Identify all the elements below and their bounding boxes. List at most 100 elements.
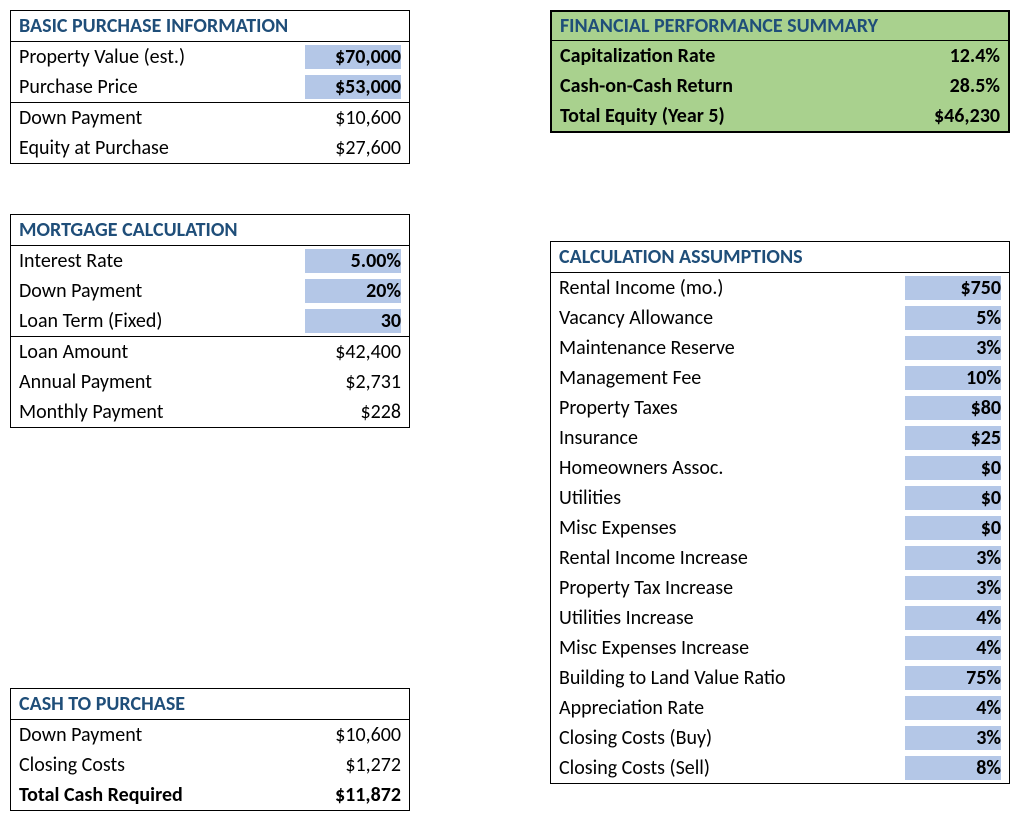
row-label: Closing Costs (Buy) bbox=[559, 726, 905, 750]
row-value[interactable]: 10% bbox=[905, 366, 1001, 390]
table-row: Down Payment $10,600 bbox=[11, 102, 409, 133]
mortgage-header: MORTGAGE CALCULATION bbox=[11, 215, 409, 246]
row-label: Rental Income Increase bbox=[559, 546, 905, 570]
row-value[interactable]: 20% bbox=[305, 279, 401, 303]
right-column: FINANCIAL PERFORMANCE SUMMARY Capitaliza… bbox=[550, 10, 1010, 811]
row-value: $2,731 bbox=[305, 370, 401, 394]
row-value[interactable]: 3% bbox=[905, 726, 1001, 750]
row-label: Property Value (est.) bbox=[19, 45, 305, 69]
cash-header: CASH TO PURCHASE bbox=[11, 689, 409, 720]
table-row: Property Taxes$80 bbox=[551, 393, 1009, 423]
section-title: CALCULATION ASSUMPTIONS bbox=[559, 245, 803, 269]
table-row: Cash-on-Cash Return 28.5% bbox=[552, 71, 1008, 101]
table-row: Misc Expenses$0 bbox=[551, 513, 1009, 543]
basic-purchase-header: BASIC PURCHASE INFORMATION bbox=[11, 11, 409, 42]
assumptions-box: CALCULATION ASSUMPTIONS Rental Income (m… bbox=[550, 241, 1010, 784]
row-label: Homeowners Assoc. bbox=[559, 456, 905, 480]
section-title: BASIC PURCHASE INFORMATION bbox=[19, 14, 288, 38]
row-label: Closing Costs (Sell) bbox=[559, 756, 905, 780]
table-row: Interest Rate 5.00% bbox=[11, 246, 409, 276]
table-row: Maintenance Reserve3% bbox=[551, 333, 1009, 363]
row-value[interactable]: $25 bbox=[905, 426, 1001, 450]
table-row: Rental Income Increase3% bbox=[551, 543, 1009, 573]
cash-to-purchase-box: CASH TO PURCHASE Down Payment $10,600 Cl… bbox=[10, 688, 410, 811]
row-value[interactable]: 4% bbox=[905, 696, 1001, 720]
row-label: Appreciation Rate bbox=[559, 696, 905, 720]
row-value: $27,600 bbox=[305, 136, 401, 160]
row-label: Insurance bbox=[559, 426, 905, 450]
table-row: Total Equity (Year 5) $46,230 bbox=[552, 101, 1008, 131]
row-value: 28.5% bbox=[950, 74, 1000, 98]
row-value[interactable]: 3% bbox=[905, 336, 1001, 360]
table-row: Closing Costs (Sell)8% bbox=[551, 753, 1009, 783]
table-row: Appreciation Rate4% bbox=[551, 693, 1009, 723]
row-label: Interest Rate bbox=[19, 249, 305, 273]
row-label: Closing Costs bbox=[19, 753, 305, 777]
row-label: Down Payment bbox=[19, 279, 305, 303]
row-label: Monthly Payment bbox=[19, 400, 305, 424]
assumptions-header: CALCULATION ASSUMPTIONS bbox=[551, 242, 1009, 273]
row-value: $46,230 bbox=[934, 104, 1000, 128]
table-row: Down Payment $10,600 bbox=[11, 720, 409, 750]
row-label: Property Tax Increase bbox=[559, 576, 905, 600]
row-label: Total Equity (Year 5) bbox=[560, 104, 725, 128]
row-label: Loan Term (Fixed) bbox=[19, 309, 305, 333]
row-value: $10,600 bbox=[305, 723, 401, 747]
row-value[interactable]: 4% bbox=[905, 636, 1001, 660]
row-value: $1,272 bbox=[305, 753, 401, 777]
row-value[interactable]: 5% bbox=[905, 306, 1001, 330]
row-label: Annual Payment bbox=[19, 370, 305, 394]
row-label: Total Cash Required bbox=[19, 783, 305, 807]
financial-summary-box: FINANCIAL PERFORMANCE SUMMARY Capitaliza… bbox=[550, 10, 1010, 133]
table-row: Rental Income (mo.)$750 bbox=[551, 273, 1009, 303]
row-value[interactable]: 4% bbox=[905, 606, 1001, 630]
row-value[interactable]: 3% bbox=[905, 546, 1001, 570]
row-value[interactable]: $0 bbox=[905, 516, 1001, 540]
row-label: Purchase Price bbox=[19, 75, 305, 99]
section-title: CASH TO PURCHASE bbox=[19, 692, 185, 716]
row-label: Capitalization Rate bbox=[560, 44, 715, 68]
row-label: Down Payment bbox=[19, 106, 305, 130]
row-value[interactable]: 5.00% bbox=[305, 249, 401, 273]
row-value[interactable]: 75% bbox=[905, 666, 1001, 690]
row-label: Utilities bbox=[559, 486, 905, 510]
row-label: Misc Expenses bbox=[559, 516, 905, 540]
row-value[interactable]: 30 bbox=[305, 309, 401, 333]
table-row: Management Fee10% bbox=[551, 363, 1009, 393]
table-row: Total Cash Required $11,872 bbox=[11, 780, 409, 810]
row-label: Equity at Purchase bbox=[19, 136, 305, 160]
table-row: Utilities Increase4% bbox=[551, 603, 1009, 633]
table-row: Down Payment 20% bbox=[11, 276, 409, 306]
row-value[interactable]: $70,000 bbox=[305, 45, 401, 69]
row-value: $11,872 bbox=[305, 783, 401, 807]
basic-purchase-box: BASIC PURCHASE INFORMATION Property Valu… bbox=[10, 10, 410, 164]
section-title: MORTGAGE CALCULATION bbox=[19, 218, 238, 242]
row-value: $10,600 bbox=[305, 106, 401, 130]
table-row: Closing Costs $1,272 bbox=[11, 750, 409, 780]
row-value[interactable]: $750 bbox=[905, 276, 1001, 300]
row-value[interactable]: $53,000 bbox=[305, 75, 401, 99]
table-row: Misc Expenses Increase4% bbox=[551, 633, 1009, 663]
vertical-spacer bbox=[10, 478, 410, 688]
table-row: Homeowners Assoc.$0 bbox=[551, 453, 1009, 483]
row-value[interactable]: $0 bbox=[905, 486, 1001, 510]
table-row: Building to Land Value Ratio75% bbox=[551, 663, 1009, 693]
row-value[interactable]: $0 bbox=[905, 456, 1001, 480]
left-column: BASIC PURCHASE INFORMATION Property Valu… bbox=[10, 10, 410, 811]
row-label: Cash-on-Cash Return bbox=[560, 74, 733, 98]
table-row: Equity at Purchase $27,600 bbox=[11, 133, 409, 163]
two-column-layout: BASIC PURCHASE INFORMATION Property Valu… bbox=[10, 10, 1014, 811]
row-value: $42,400 bbox=[305, 340, 401, 364]
row-label: Loan Amount bbox=[19, 340, 305, 364]
summary-header: FINANCIAL PERFORMANCE SUMMARY bbox=[552, 12, 1008, 41]
vertical-spacer bbox=[550, 183, 1010, 241]
table-row: Property Tax Increase3% bbox=[551, 573, 1009, 603]
table-row: Insurance$25 bbox=[551, 423, 1009, 453]
section-title: FINANCIAL PERFORMANCE SUMMARY bbox=[560, 14, 878, 38]
row-label: Property Taxes bbox=[559, 396, 905, 420]
row-value[interactable]: 8% bbox=[905, 756, 1001, 780]
table-row: Property Value (est.) $70,000 bbox=[11, 42, 409, 72]
row-value[interactable]: $80 bbox=[905, 396, 1001, 420]
table-row: Utilities$0 bbox=[551, 483, 1009, 513]
row-value[interactable]: 3% bbox=[905, 576, 1001, 600]
